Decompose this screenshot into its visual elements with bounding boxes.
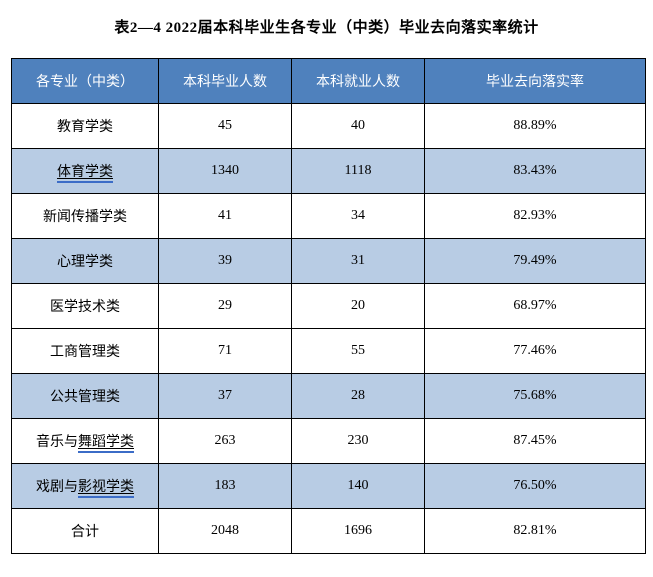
placement-rate-cell: 83.43%	[424, 148, 646, 194]
major-category-cell: 体育学类	[11, 148, 159, 194]
major-plain-text: 公共管理类	[50, 390, 120, 405]
table-row: 合计 2048 1696 82.81%	[11, 508, 646, 554]
graduate-count-cell: 71	[158, 328, 292, 374]
table-row: 教育学类 45 40 88.89%	[11, 103, 646, 149]
placement-rate-cell: 76.50%	[424, 463, 646, 509]
graduate-count-cell: 263	[158, 418, 292, 464]
placement-rate-cell: 77.46%	[424, 328, 646, 374]
employed-count-cell: 28	[291, 373, 425, 419]
major-underlined-text: 舞蹈学类	[78, 435, 134, 453]
graduate-count-cell: 45	[158, 103, 292, 149]
graduate-count-cell: 37	[158, 373, 292, 419]
employed-count-cell: 34	[291, 193, 425, 239]
placement-rate-cell: 82.93%	[424, 193, 646, 239]
employed-count-cell: 1696	[291, 508, 425, 554]
placement-rate-cell: 79.49%	[424, 238, 646, 284]
graduate-count-cell: 1340	[158, 148, 292, 194]
employed-count-cell: 20	[291, 283, 425, 329]
major-plain-text: 教育学类	[57, 120, 113, 135]
major-category-cell: 工商管理类	[11, 328, 159, 374]
major-plain-text: 工商管理类	[50, 345, 120, 360]
major-category-cell: 音乐与舞蹈学类	[11, 418, 159, 464]
header-graduate-count: 本科毕业人数	[158, 58, 292, 104]
table-row: 公共管理类 37 28 75.68%	[11, 373, 646, 419]
placement-rate-table: 各专业（中类） 本科毕业人数 本科就业人数 毕业去向落实率 教育学类 45 40…	[11, 58, 646, 554]
major-category-cell: 教育学类	[11, 103, 159, 149]
header-employed-count: 本科就业人数	[291, 58, 425, 104]
major-category-cell: 公共管理类	[11, 373, 159, 419]
graduate-count-cell: 183	[158, 463, 292, 509]
employed-count-cell: 1118	[291, 148, 425, 194]
placement-rate-cell: 75.68%	[424, 373, 646, 419]
placement-rate-cell: 68.97%	[424, 283, 646, 329]
employed-count-cell: 140	[291, 463, 425, 509]
employed-count-cell: 40	[291, 103, 425, 149]
major-category-cell: 心理学类	[11, 238, 159, 284]
employed-count-cell: 55	[291, 328, 425, 374]
table-title: 表2—4 2022届本科毕业生各专业（中类）毕业去向落实率统计	[114, 20, 539, 36]
major-category-cell: 戏剧与影视学类	[11, 463, 159, 509]
placement-rate-cell: 88.89%	[424, 103, 646, 149]
table-row: 医学技术类 29 20 68.97%	[11, 283, 646, 329]
table-row: 音乐与舞蹈学类 263 230 87.45%	[11, 418, 646, 464]
table-row: 新闻传播学类 41 34 82.93%	[11, 193, 646, 239]
table-row: 体育学类 1340 1118 83.43%	[11, 148, 646, 194]
major-plain-text: 医学技术类	[50, 300, 120, 315]
table-header-row: 各专业（中类） 本科毕业人数 本科就业人数 毕业去向落实率	[11, 58, 646, 104]
major-category-cell: 新闻传播学类	[11, 193, 159, 239]
major-category-cell: 医学技术类	[11, 283, 159, 329]
major-plain-text: 心理学类	[57, 255, 113, 270]
placement-rate-cell: 82.81%	[424, 508, 646, 554]
major-underlined-text: 影视学类	[78, 480, 134, 498]
major-category-cell: 合计	[11, 508, 159, 554]
graduate-count-cell: 39	[158, 238, 292, 284]
table-row: 工商管理类 71 55 77.46%	[11, 328, 646, 374]
major-plain-text: 音乐与	[36, 435, 78, 450]
major-underlined-text: 体育学类	[57, 165, 113, 183]
graduate-count-cell: 29	[158, 283, 292, 329]
employed-count-cell: 31	[291, 238, 425, 284]
major-plain-text: 合计	[71, 525, 99, 540]
major-plain-text: 戏剧与	[36, 480, 78, 495]
table-row: 心理学类 39 31 79.49%	[11, 238, 646, 284]
header-major-category: 各专业（中类）	[11, 58, 159, 104]
graduate-count-cell: 2048	[158, 508, 292, 554]
table-body: 教育学类 45 40 88.89% 体育学类 1340 1118 83.43% …	[11, 103, 646, 554]
placement-rate-cell: 87.45%	[424, 418, 646, 464]
employed-count-cell: 230	[291, 418, 425, 464]
major-plain-text: 新闻传播学类	[43, 210, 127, 225]
graduate-count-cell: 41	[158, 193, 292, 239]
header-placement-rate: 毕业去向落实率	[424, 58, 646, 104]
table-row: 戏剧与影视学类 183 140 76.50%	[11, 463, 646, 509]
